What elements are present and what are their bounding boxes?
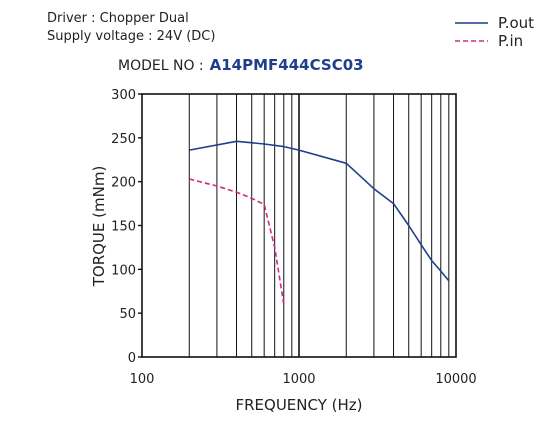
y-tick-label: 100	[111, 263, 136, 278]
supply-voltage-info: Supply voltage : 24V (DC)	[47, 29, 216, 44]
y-axis-label: TORQUE (mNm)	[90, 166, 108, 288]
y-tick-label: 50	[119, 307, 136, 322]
y-tick-label: 150	[111, 220, 136, 235]
y-tick-label: 250	[111, 132, 136, 147]
series-pin-line	[189, 178, 285, 305]
x-tick-label: 1000	[282, 372, 315, 387]
legend-pin-label: P.in	[498, 32, 523, 50]
grid	[188, 94, 450, 357]
model-number-line: MODEL NO : A14PMF444CSC03	[118, 56, 364, 74]
model-number: A14PMF444CSC03	[209, 56, 364, 74]
y-tick-label: 200	[111, 176, 136, 191]
y-tick-label: 300	[111, 88, 136, 103]
x-tick-label: 100	[130, 372, 155, 387]
legend-pout-label: P.out	[498, 14, 534, 32]
series	[189, 140, 450, 305]
x-axis-label: FREQUENCY (Hz)	[235, 396, 362, 414]
y-tick-label: 0	[128, 351, 136, 366]
series-pout-line	[189, 140, 450, 282]
model-prefix: MODEL NO :	[118, 58, 204, 74]
x-tick-label: 10000	[435, 372, 476, 387]
driver-info: Driver : Chopper Dual	[47, 11, 189, 26]
legend: P.out P.in	[455, 14, 534, 50]
ticks: 0 50 100 150 200 250 300 100 1000 10000	[111, 88, 477, 387]
